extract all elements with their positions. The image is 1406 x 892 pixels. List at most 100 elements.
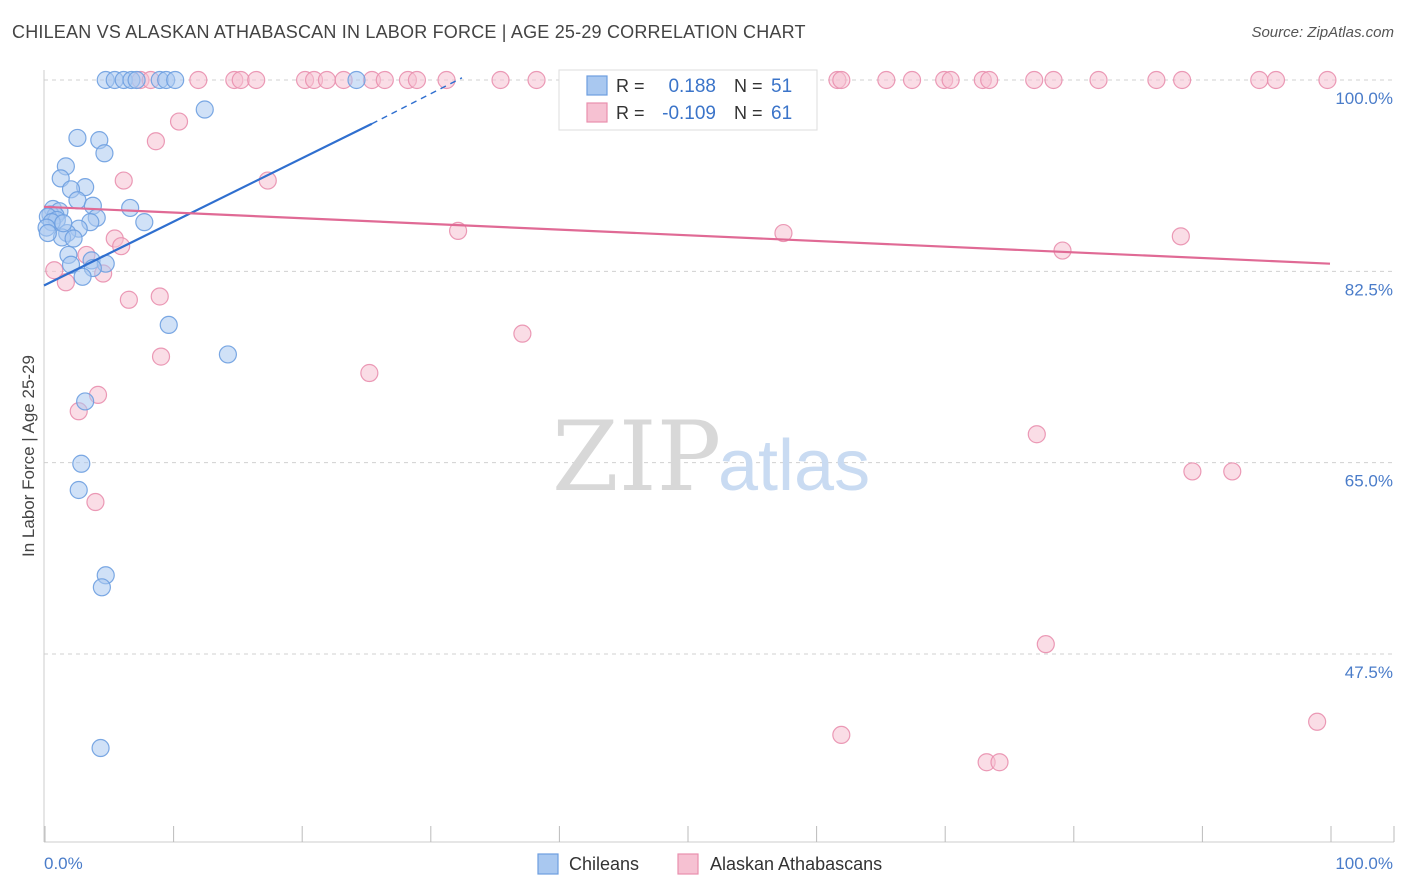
chileans-point — [166, 70, 185, 90]
chileans-point — [127, 70, 146, 90]
stats-box: R = 0.188 N = 51 R = -0.109 N = 61 — [558, 69, 818, 131]
stats-n-label-alaskan: N = — [734, 103, 763, 123]
alaskan-athabascans-point — [247, 70, 266, 90]
alaskan-athabascans-point — [86, 492, 105, 512]
alaskan-athabascans-point — [112, 237, 131, 256]
chileans-point — [68, 128, 87, 148]
chileans-point — [135, 213, 154, 232]
alaskan-athabascans-point — [56, 273, 75, 292]
legend-swatch-chileans — [537, 853, 559, 875]
alaskan-athabascans-point — [1250, 70, 1269, 90]
y-tick-labels: 100.0% 82.5% 65.0% 47.5% — [1335, 89, 1393, 682]
legend: Chileans Alaskan Athabascans — [537, 853, 882, 875]
alaskan-athabascans-point — [1025, 70, 1044, 90]
chileans-point — [69, 480, 88, 500]
chileans-point — [195, 100, 214, 119]
alaskan-athabascans-point — [189, 70, 208, 90]
legend-label-chileans: Chileans — [569, 854, 639, 874]
stats-r-label-alaskan: R = — [616, 103, 645, 123]
chileans-point — [73, 267, 92, 286]
alaskan-athabascans-point — [1183, 462, 1202, 481]
stats-swatch-chileans — [586, 75, 608, 96]
alaskan-athabascans-point — [169, 112, 189, 131]
trendlines — [43, 77, 1331, 287]
alaskan-athabascans-point — [1173, 70, 1192, 90]
alaskan-athabascans-point — [1318, 70, 1337, 90]
watermark-zip: ZIP — [552, 401, 721, 513]
alaskan-athabascans-point — [114, 171, 133, 190]
alaskan-athabascans-point — [1223, 462, 1242, 481]
chileans-point — [92, 578, 111, 597]
alaskan-athabascans-point — [1027, 425, 1046, 444]
alaskan-athabascans-point — [146, 132, 165, 151]
alaskan-athabascans-point — [832, 725, 851, 745]
alaskan-athabascans-point — [980, 70, 999, 90]
alaskan-athabascans-point — [448, 221, 468, 240]
alaskan-athabascans-point — [990, 753, 1009, 772]
chileans-trendline — [43, 122, 373, 287]
source-credit: Source: ZipAtlas.com — [1251, 24, 1394, 41]
grid-lines — [44, 79, 1394, 655]
alaskan-athabascans-point — [1147, 70, 1166, 90]
chileans-point — [38, 223, 57, 243]
x-tick-label: 100.0% — [1335, 854, 1393, 873]
chileans-point — [347, 70, 366, 90]
x-tick-labels: 0.0% 100.0% — [44, 854, 1393, 873]
stats-r-value-chileans: 0.188 — [668, 76, 716, 97]
alaskan-athabascans-point — [119, 290, 138, 309]
chileans-point — [54, 214, 73, 233]
alaskan-athabascans-point — [150, 287, 169, 306]
alaskan-athabascans-point — [360, 363, 379, 383]
chileans-point — [91, 738, 110, 758]
alaskan-athabascans-point — [1036, 635, 1055, 654]
stats-n-value-alaskan: 61 — [771, 103, 792, 124]
chileans-point — [76, 392, 95, 411]
alaskan-athabascans-point — [491, 70, 510, 90]
chileans-point — [64, 229, 83, 248]
chileans-trendline-extension — [371, 77, 463, 125]
alaskan-athabascans-point — [1266, 70, 1286, 90]
alaskan-athabascans-point — [902, 70, 922, 90]
stats-n-label-chileans: N = — [734, 76, 763, 96]
alaskan-athabascans-trendline — [43, 205, 1331, 265]
chileans-point — [72, 454, 91, 473]
alaskan-athabascans-point — [1308, 712, 1327, 731]
alaskan-athabascans-point — [45, 261, 64, 280]
alaskan-athabascans-point — [437, 70, 456, 90]
chileans-point — [159, 315, 178, 335]
alaskan-athabascans-point — [151, 347, 171, 366]
chileans-point — [218, 345, 237, 364]
stats-swatch-alaskan — [586, 102, 608, 123]
axes — [43, 70, 1395, 843]
chart-title: CHILEAN VS ALASKAN ATHABASCAN IN LABOR F… — [12, 22, 806, 42]
chileans-point — [68, 191, 87, 210]
x-tick-label: 0.0% — [44, 854, 83, 873]
alaskan-athabascans-point — [941, 70, 960, 90]
y-tick-label: 100.0% — [1335, 89, 1393, 108]
alaskan-athabascans-point — [407, 70, 427, 90]
alaskan-athabascans-point — [513, 324, 532, 343]
y-axis-label: In Labor Force | Age 25-29 — [19, 355, 38, 557]
alaskan-athabascans-point — [1044, 70, 1063, 90]
alaskan-athabascans-point — [1171, 227, 1190, 246]
watermark-atlas: atlas — [718, 426, 870, 506]
chileans-point — [95, 144, 114, 163]
y-tick-label: 65.0% — [1345, 472, 1393, 491]
y-tick-label: 47.5% — [1345, 663, 1393, 682]
stats-r-value-alaskan: -0.109 — [662, 103, 716, 124]
alaskan-athabascans-point — [317, 70, 337, 90]
chileans-point — [121, 198, 140, 218]
alaskan-athabascans-point — [231, 70, 250, 90]
legend-label-alaskan: Alaskan Athabascans — [710, 854, 882, 874]
alaskan-athabascans-point — [774, 223, 793, 243]
legend-swatch-alaskan — [677, 853, 699, 875]
alaskan-athabascans-point — [877, 70, 896, 90]
alaskan-athabascans-point — [527, 70, 546, 90]
alaskan-athabascans-point — [375, 70, 394, 90]
alaskan-athabascans-point — [832, 70, 851, 90]
stats-r-label-chileans: R = — [616, 76, 645, 96]
stats-n-value-chileans: 51 — [771, 76, 792, 97]
y-tick-label: 82.5% — [1345, 280, 1393, 299]
alaskan-athabascans-point — [1089, 70, 1108, 90]
